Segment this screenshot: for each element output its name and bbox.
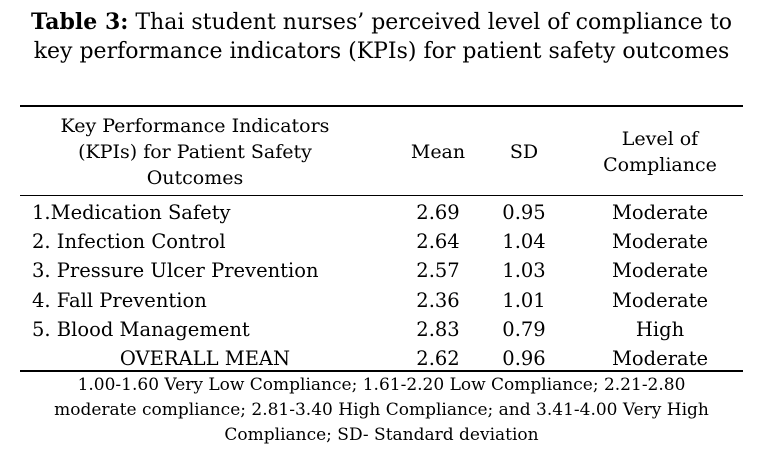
- cell-mean: 2.36: [416, 288, 460, 312]
- header-level-line2: Compliance: [603, 154, 717, 176]
- footnote-line2: moderate compliance; 2.81-3.40 High Comp…: [54, 400, 709, 420]
- footnote-line3: Compliance; SD- Standard deviation: [224, 425, 539, 445]
- cell-kpi: 3. Pressure Ulcer Prevention: [32, 259, 319, 283]
- cell-mean: 2.62: [416, 346, 460, 370]
- cell-level: Moderate: [611, 346, 709, 370]
- cell-mean: 2.64: [416, 230, 460, 254]
- header-kpi-line3: Outcomes: [146, 167, 244, 189]
- header-level-line1: Level of: [621, 128, 699, 150]
- cell-sd: 1.04: [502, 230, 546, 254]
- table-row: 3. Pressure Ulcer Prevention 2.57 1.03 M…: [20, 256, 743, 285]
- table-top-rule: [20, 105, 743, 107]
- caption-label: Table 3:: [31, 9, 129, 35]
- header-divider: [20, 195, 743, 196]
- header-kpi: Key Performance Indicators (KPIs) for Pa…: [30, 113, 360, 191]
- header-mean: Mean: [410, 141, 466, 163]
- table-caption: Table 3: Thai student nurses’ perceived …: [20, 8, 743, 66]
- cell-level: Moderate: [611, 230, 709, 254]
- header-kpi-line2: (KPIs) for Patient Safety: [78, 141, 312, 163]
- table-row-overall: OVERALL MEAN 2.62 0.96 Moderate: [20, 344, 743, 373]
- cell-kpi: 1.Medication Safety: [32, 201, 231, 224]
- cell-sd: 0.79: [502, 317, 546, 341]
- table-row: 2. Infection Control 2.64 1.04 Moderate: [20, 227, 743, 256]
- header-kpi-line1: Key Performance Indicators: [60, 115, 330, 137]
- cell-kpi: 5. Blood Management: [32, 317, 250, 341]
- cell-level: High: [635, 317, 685, 341]
- cell-mean: 2.69: [416, 201, 460, 224]
- footnote-line1: 1.00-1.60 Very Low Compliance; 1.61-2.20…: [77, 375, 686, 395]
- cell-sd: 0.96: [502, 346, 546, 370]
- cell-sd: 0.95: [502, 201, 546, 224]
- table-row: 5. Blood Management 2.83 0.79 High: [20, 315, 743, 344]
- table-body: 1.Medication Safety 2.69 0.95 Moderate 2…: [20, 198, 743, 373]
- cell-level: Moderate: [611, 259, 709, 283]
- header-sd: SD: [509, 141, 539, 163]
- cell-kpi-overall: OVERALL MEAN: [119, 346, 291, 370]
- cell-kpi: 4. Fall Prevention: [32, 288, 207, 312]
- cell-mean: 2.83: [416, 317, 460, 341]
- caption-text: Thai student nurses’ perceived level of …: [33, 10, 732, 64]
- cell-mean: 2.57: [416, 259, 460, 283]
- table-row: 1.Medication Safety 2.69 0.95 Moderate: [20, 198, 743, 227]
- cell-kpi: 2. Infection Control: [32, 230, 226, 254]
- cell-sd: 1.03: [502, 259, 546, 283]
- cell-sd: 1.01: [502, 288, 546, 312]
- cell-level: Moderate: [611, 288, 709, 312]
- header-level: Level of Compliance: [580, 126, 740, 178]
- table-bottom-rule: [20, 370, 743, 372]
- table-row: 4. Fall Prevention 2.36 1.01 Moderate: [20, 286, 743, 315]
- table-footnote: 1.00-1.60 Very Low Compliance; 1.61-2.20…: [20, 373, 743, 448]
- cell-level: Moderate: [611, 201, 709, 224]
